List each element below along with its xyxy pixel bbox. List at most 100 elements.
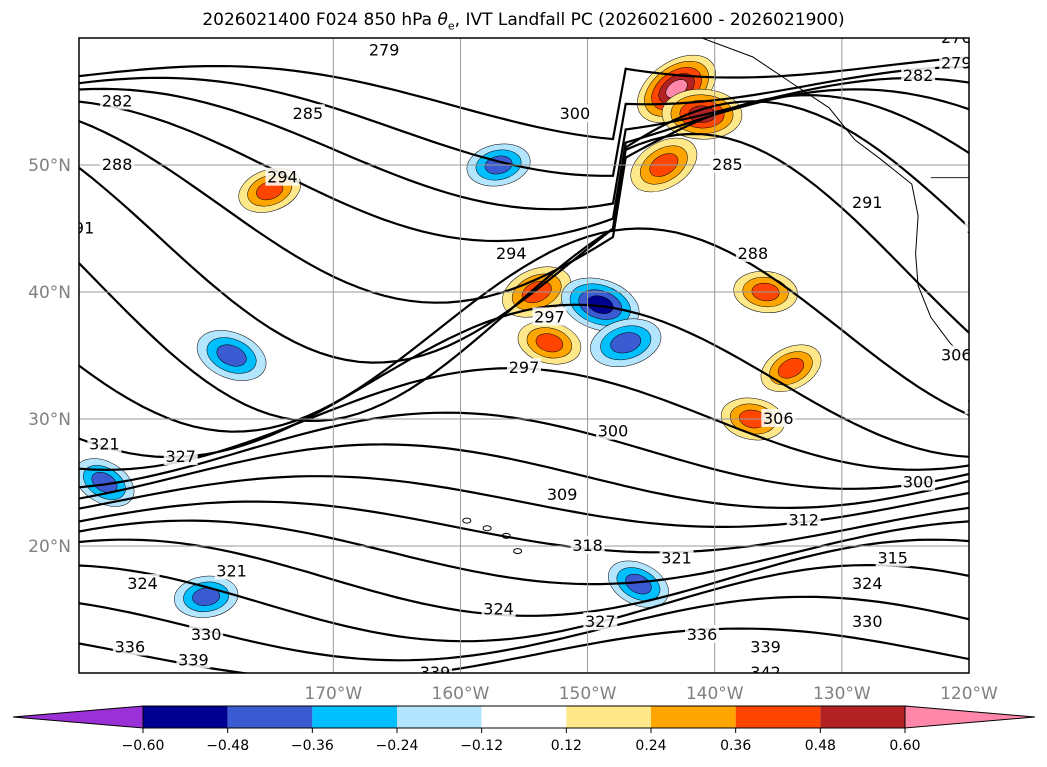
y-tick-label: 20°N — [28, 537, 71, 557]
contour-label-bg — [290, 104, 325, 123]
theta-e-contour — [79, 443, 969, 510]
contour-label-bg — [163, 447, 198, 466]
contour-label-bg — [748, 637, 783, 656]
colorbar-box — [566, 706, 651, 728]
contour-label: 297 — [509, 358, 540, 377]
contour-label-bg — [532, 307, 567, 326]
contour-label-bg — [850, 193, 885, 212]
theta-e-contour — [79, 56, 969, 141]
theta-e-contour — [79, 500, 969, 554]
contour-label: 291 — [64, 219, 95, 238]
contour-label: 336 — [687, 625, 718, 644]
contour-label: 312 — [966, 396, 997, 415]
island — [501, 532, 511, 539]
contour-label: 306 — [941, 346, 972, 365]
contour-label: 300 — [598, 422, 629, 441]
contour-label: 318 — [572, 536, 603, 555]
theta-e-contour — [79, 100, 969, 364]
contour-label: 285 — [293, 104, 324, 123]
contour-label-bg — [875, 548, 910, 567]
contour-label: 300 — [903, 473, 934, 492]
ivt-pc-region — [91, 471, 118, 494]
contour-label: 324 — [127, 574, 158, 593]
x-tick-label: 130°W — [813, 684, 871, 704]
contour-label-bg — [901, 472, 936, 491]
y-tick-label: 30°N — [28, 410, 71, 430]
x-tick-label: 140°W — [686, 684, 744, 704]
contour-label-bg — [418, 663, 452, 673]
theta-e-contour — [79, 538, 969, 617]
contour-label-bg — [125, 574, 160, 593]
colorbar-tick-label: 0.60 — [889, 738, 920, 754]
contour-label: 288 — [738, 244, 769, 263]
contour-label-bg — [964, 396, 969, 415]
colorbar-extend-high — [904, 705, 1036, 729]
contour-label-bg — [112, 637, 147, 656]
colorbar-tick-label: −0.60 — [122, 738, 165, 754]
y-tick-label: 40°N — [28, 283, 71, 303]
colorbar-tick-label: 0.24 — [635, 738, 666, 754]
contour-label: 300 — [560, 104, 591, 123]
colorbar — [12, 705, 1036, 729]
contour-label: 330 — [191, 625, 222, 644]
theta-e-contour — [79, 627, 969, 673]
contour-label-bg — [659, 548, 694, 567]
x-tick-label: 160°W — [432, 684, 490, 704]
contour-label: 327 — [585, 612, 616, 631]
contour-label-bg — [735, 243, 770, 262]
colorbar-box — [143, 706, 228, 728]
contour-label-bg — [265, 167, 300, 186]
island — [482, 525, 492, 532]
colorbar-box — [481, 706, 567, 728]
theta-e-contour — [79, 88, 969, 243]
contour-label-bg — [100, 155, 135, 173]
island — [513, 548, 523, 555]
contour-label-bg — [761, 409, 796, 427]
contour-label-bg — [367, 40, 402, 59]
colorbar-tick-label: −0.12 — [460, 738, 503, 754]
contour-label: 306 — [763, 409, 794, 428]
chart-title: 2026021400 F024 850 hPa θe, IVT Landfall… — [202, 10, 845, 33]
colorbar-tick-label: −0.24 — [376, 738, 419, 754]
theta-e-contour — [79, 66, 969, 177]
contour-label: 282 — [903, 66, 934, 85]
contour-label-bg — [557, 104, 592, 123]
ivt-pc-region — [777, 357, 805, 379]
contour-label: 330 — [852, 612, 883, 631]
contour-label: 285 — [712, 155, 743, 174]
y-tick-labels: 20°N 30°N 40°N 50°N — [28, 156, 71, 557]
contour-label-bg — [545, 485, 580, 504]
x-tick-label: 150°W — [559, 684, 617, 704]
contour-label-bg — [481, 599, 516, 618]
contour-label: 291 — [852, 193, 883, 212]
contour-label-bg — [786, 510, 821, 529]
contour-label: 303 — [966, 219, 997, 238]
contour-label: 282 — [102, 92, 133, 111]
contour-label: 342 — [750, 663, 781, 682]
colorbar-tick-label: 0.12 — [551, 738, 582, 754]
ivt-pc-region — [192, 587, 221, 606]
contour-label: 327 — [165, 447, 196, 466]
coastlines — [462, 38, 969, 555]
contour-label-bg — [189, 624, 224, 643]
ivt-pc-region — [535, 333, 564, 353]
contour-label-bg — [850, 612, 885, 631]
contour-label-bg — [583, 612, 618, 631]
ivt-pc-region — [625, 573, 652, 595]
coastline — [701, 38, 969, 363]
theta-e-contour — [79, 595, 969, 662]
theta-e-contour — [79, 132, 969, 423]
contour-label: 279 — [941, 53, 972, 72]
contour-label-bg — [850, 574, 885, 593]
theta-e-contour — [79, 76, 969, 211]
contour-label-bg — [570, 536, 605, 554]
colorbar-tick-labels: −0.60 −0.48 −0.36 −0.24 −0.12 0.12 0.24 0.36 0.4… — [122, 728, 921, 754]
colorbar-box — [397, 706, 482, 728]
colorbar-box — [312, 706, 397, 728]
contour-label: 312 — [788, 511, 819, 530]
island — [462, 517, 472, 524]
contour-label: 321 — [89, 434, 120, 453]
contour-label-bg — [176, 650, 211, 669]
contour-label: 315 — [877, 549, 908, 568]
theta-e-contour — [79, 93, 969, 304]
